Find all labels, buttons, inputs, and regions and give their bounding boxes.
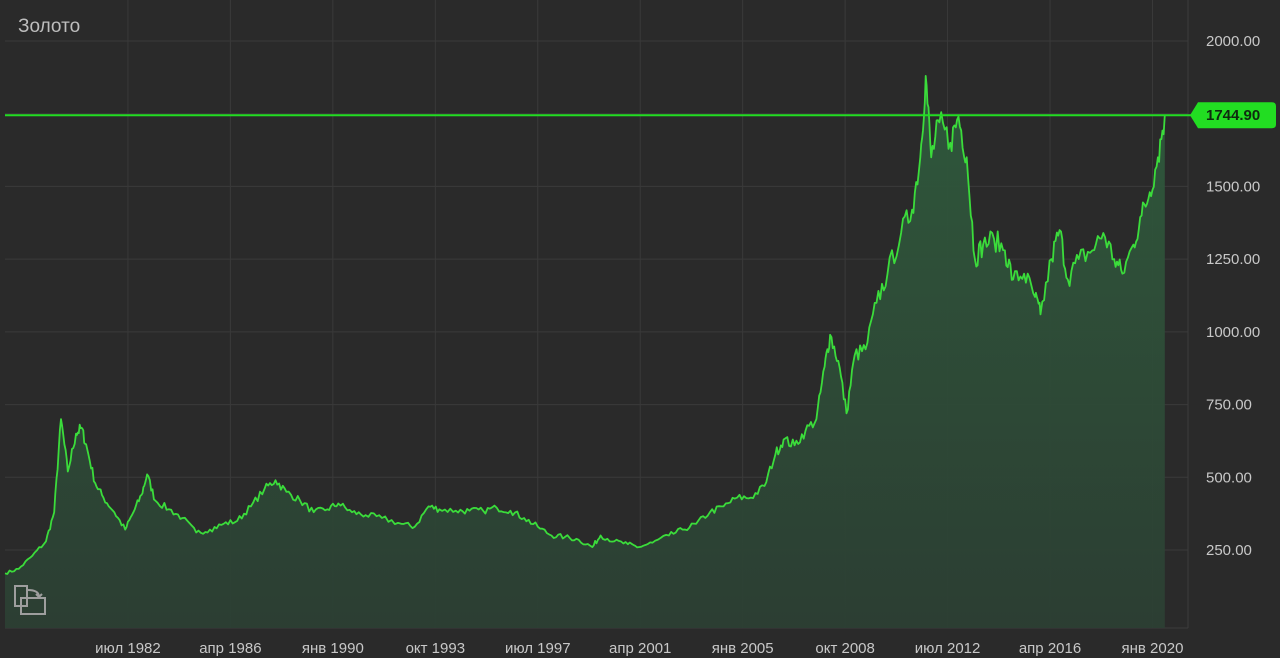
y-tick-label: 1250.00 — [1206, 251, 1260, 268]
x-tick-label: янв 1990 — [302, 640, 364, 657]
y-tick-label: 250.00 — [1206, 542, 1252, 559]
x-tick-label: апр 2001 — [609, 640, 671, 657]
x-tick-label: янв 2020 — [1122, 640, 1184, 657]
y-tick-label: 1000.00 — [1206, 324, 1260, 341]
current-price-value: 1744.90 — [1206, 107, 1260, 124]
x-tick-label: окт 2008 — [815, 640, 874, 657]
y-axis: 250.00 500.00 750.00 1000.00 1250.00 1500.00 2… — [1206, 33, 1260, 559]
x-axis: июл 1982 апр 1986 янв 1990 окт 1993 июл 1997… — [95, 640, 1183, 657]
y-tick-label: 1500.00 — [1206, 178, 1260, 195]
x-tick-label: янв 2005 — [712, 640, 774, 657]
price-area-fill — [5, 75, 1165, 628]
x-tick-label: июл 1997 — [505, 640, 571, 657]
x-tick-label: окт 1993 — [406, 640, 465, 657]
current-price-badge: 1744.90 — [1190, 102, 1276, 129]
fit-to-screen-icon[interactable] — [12, 584, 48, 618]
chart-title: Золото — [18, 16, 81, 37]
x-tick-label: июл 2012 — [915, 640, 981, 657]
y-tick-label: 500.00 — [1206, 469, 1252, 486]
x-tick-label: июл 1982 — [95, 640, 161, 657]
x-tick-label: апр 1986 — [199, 640, 261, 657]
y-tick-label: 750.00 — [1206, 397, 1252, 414]
y-tick-label: 2000.00 — [1206, 33, 1260, 50]
current-price-badge-shape — [1190, 102, 1276, 129]
price-line — [4, 75, 1166, 575]
x-tick-label: апр 2016 — [1019, 640, 1081, 657]
